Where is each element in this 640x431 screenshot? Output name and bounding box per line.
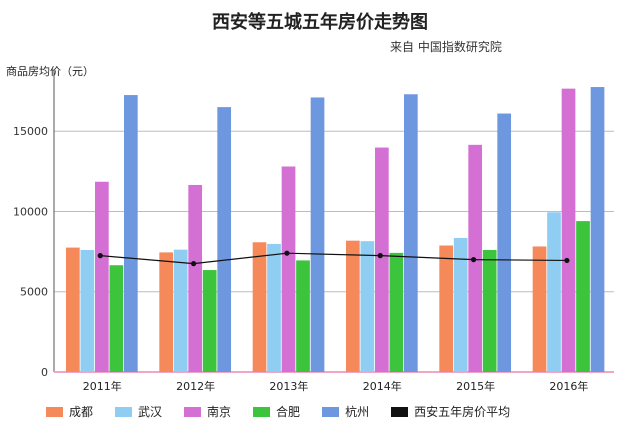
bar — [561, 88, 576, 373]
bar — [547, 212, 561, 372]
bar — [532, 246, 547, 372]
legend-label-nanjing: 南京 — [207, 405, 232, 419]
bar — [360, 241, 375, 372]
y-tick-label: 10000 — [13, 205, 48, 218]
legend-item-wuhan: 武汉 — [115, 403, 162, 420]
average-point — [470, 257, 477, 263]
bar — [404, 94, 418, 372]
y-axis-label: 商品房均价（元） — [6, 65, 94, 78]
bar — [173, 249, 188, 372]
x-tick-label: 2016年 — [549, 379, 588, 393]
legend-swatch-hangzhou — [322, 406, 340, 417]
bar — [497, 113, 512, 373]
chart-title: 西安等五城五年房价走势图 — [212, 12, 428, 33]
legend-label-chengdu: 成都 — [69, 405, 94, 419]
legend-item-chengdu: 成都 — [46, 403, 93, 420]
bar — [576, 221, 590, 372]
average-point — [284, 250, 290, 256]
legend-swatch-xian-average — [391, 406, 409, 417]
bar — [439, 245, 454, 372]
bar — [95, 181, 109, 372]
legend-label-wuhan: 武汉 — [138, 405, 163, 419]
bar — [80, 249, 95, 372]
legend-label-hefei: 合肥 — [276, 405, 301, 419]
x-tick-label: 2014年 — [363, 379, 402, 393]
y-tick-label: 0 — [41, 366, 48, 379]
legend-swatch-nanjing — [184, 406, 202, 417]
bar — [375, 147, 389, 372]
average-point — [377, 253, 383, 259]
legend-item-hefei: 合肥 — [253, 403, 300, 420]
chart-legend: 成都 武汉 南京 合肥 杭州 西安五年房价平均 — [46, 403, 532, 420]
bar — [590, 87, 605, 373]
bar — [109, 265, 124, 372]
bar — [66, 247, 80, 372]
bar — [281, 166, 296, 372]
bar — [296, 260, 310, 372]
bar — [159, 252, 174, 372]
bar — [267, 243, 281, 372]
legend-item-hangzhou: 杭州 — [322, 403, 369, 420]
legend-item-nanjing: 南京 — [184, 403, 231, 420]
legend-swatch-chengdu — [46, 406, 63, 417]
legend-label-hangzhou: 杭州 — [345, 405, 370, 419]
bar — [389, 252, 404, 372]
bar — [482, 249, 497, 372]
average-point — [190, 261, 197, 267]
bar — [252, 242, 267, 372]
x-tick-label: 2011年 — [83, 379, 122, 393]
bar — [217, 107, 232, 373]
bar — [453, 237, 468, 372]
bar — [188, 184, 203, 372]
y-tick-label: 15000 — [13, 125, 48, 138]
x-tick-label: 2012年 — [176, 379, 215, 393]
y-tick-label: 5000 — [20, 286, 48, 299]
legend-label-xian-average: 西安五年房价平均 — [414, 405, 511, 419]
average-point — [97, 253, 103, 259]
legend-item-xian-average: 西安五年房价平均 — [391, 403, 510, 420]
chart-subtitle: 来自 中国指数研究院 — [390, 40, 502, 54]
bar — [124, 95, 138, 372]
bar — [310, 97, 325, 372]
average-point — [564, 257, 570, 264]
legend-swatch-wuhan — [115, 406, 133, 417]
x-tick-label: 2013年 — [269, 379, 308, 393]
bar — [346, 240, 360, 372]
x-tick-label: 2015年 — [456, 379, 495, 393]
bar — [202, 270, 217, 372]
legend-swatch-hefei — [253, 406, 271, 417]
average-line — [100, 252, 567, 265]
